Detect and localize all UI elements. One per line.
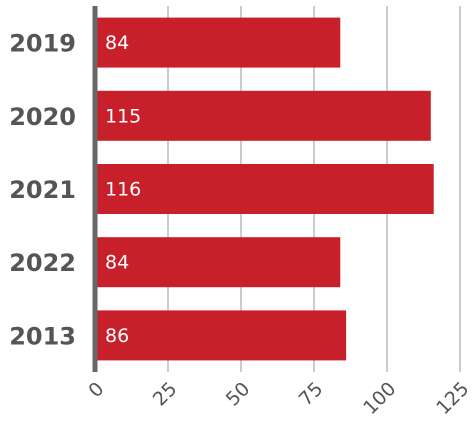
y-tick-label: 2019 — [9, 30, 76, 58]
value-label: 115 — [105, 105, 141, 127]
value-label: 86 — [105, 325, 129, 347]
x-tick-label: 125 — [432, 378, 473, 419]
bar — [95, 17, 341, 68]
x-tick-label: 50 — [222, 378, 255, 411]
y-tick-label: 2020 — [9, 103, 76, 131]
x-tick-label: 25 — [149, 378, 182, 411]
y-tick-label: 2013 — [9, 322, 76, 350]
bar — [95, 90, 431, 141]
value-label: 84 — [105, 32, 129, 54]
value-label: 84 — [105, 252, 129, 274]
bar — [95, 237, 341, 288]
x-tick-label: 0 — [84, 378, 108, 402]
value-label: 116 — [105, 179, 141, 201]
x-tick-label: 75 — [295, 378, 328, 411]
bar — [95, 164, 434, 214]
x-tick-label: 100 — [359, 378, 400, 419]
y-tick-label: 2021 — [9, 176, 76, 204]
y-tick-label: 2022 — [9, 249, 76, 277]
bar — [95, 310, 347, 361]
